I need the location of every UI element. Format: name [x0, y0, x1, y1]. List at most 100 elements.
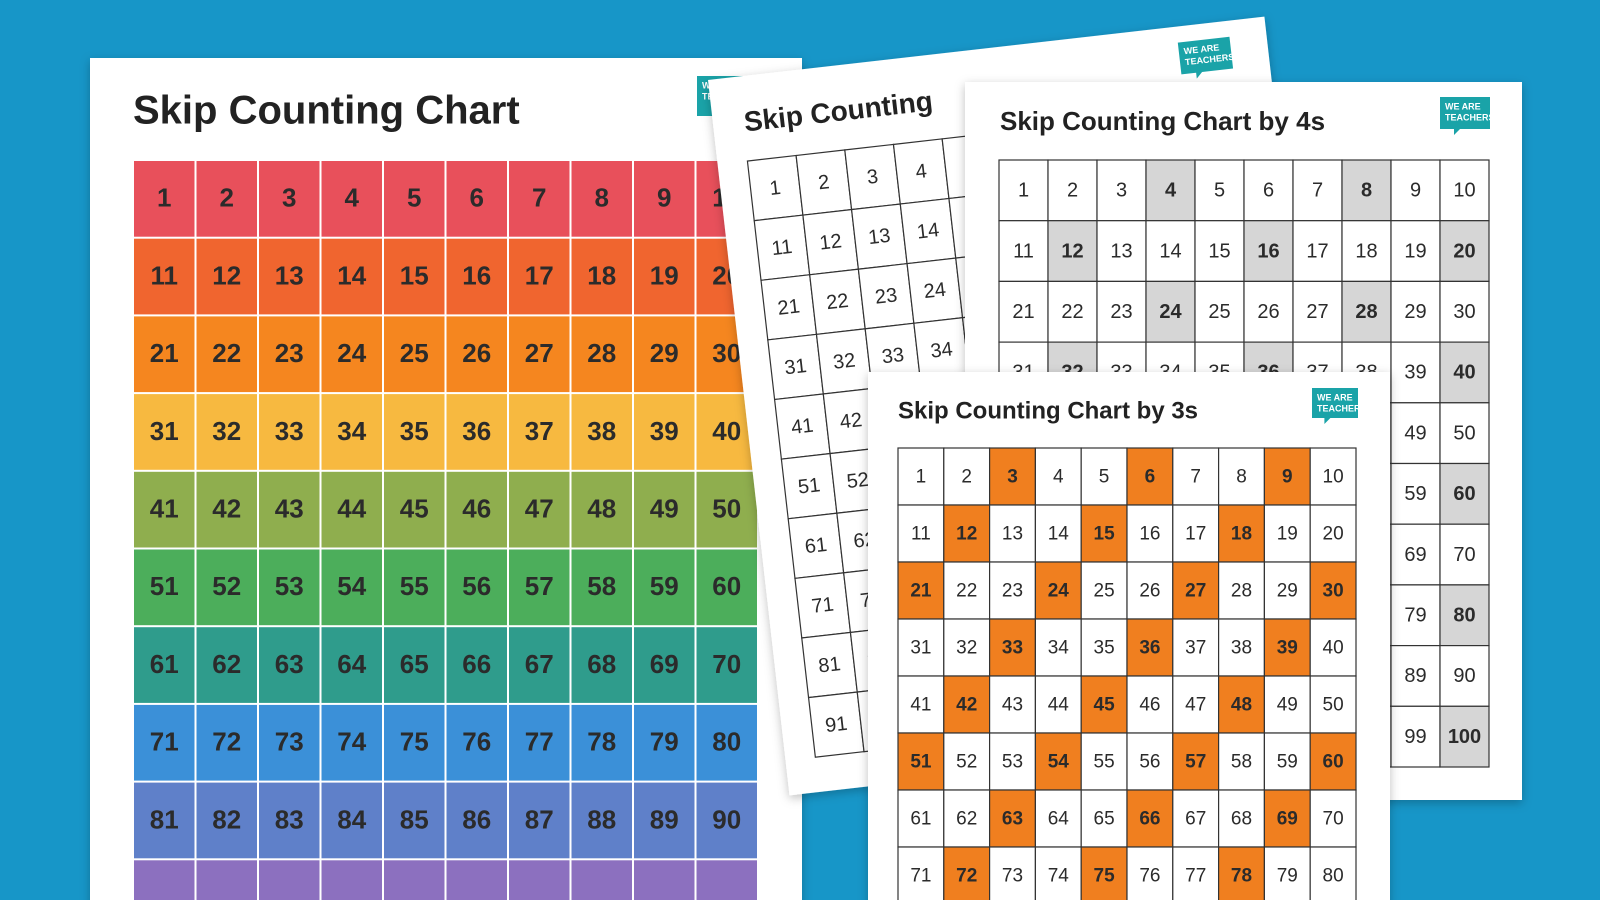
cell [1292, 220, 1343, 282]
cell-number: 47 [1185, 695, 1206, 716]
sheet-title: Skip Counting Chart [133, 89, 520, 133]
cell-number: 43 [1002, 695, 1023, 716]
cell [196, 394, 257, 470]
cell-number: 18 [587, 260, 616, 290]
cell-number: 31 [783, 355, 808, 379]
cell [634, 860, 695, 900]
cell [943, 447, 991, 506]
cell [1145, 280, 1196, 343]
cell-number: 71 [910, 866, 931, 887]
cell [134, 316, 195, 393]
cell-number: 8 [595, 183, 609, 213]
cell [1390, 705, 1441, 768]
cell [321, 238, 382, 315]
logo-badge [1177, 36, 1234, 79]
cell-number: 51 [150, 571, 179, 601]
cell [998, 280, 1049, 343]
cell-number: 60 [712, 571, 741, 601]
cell [943, 504, 991, 563]
cell-number: 67 [1185, 809, 1206, 830]
cell-number: 1 [157, 183, 171, 213]
cell-number: 4 [1053, 467, 1064, 488]
cell [321, 704, 382, 781]
cell-number: 75 [1094, 866, 1116, 887]
cell [509, 782, 570, 859]
cell [1034, 561, 1082, 620]
cell-number: 48 [587, 494, 616, 524]
cell [1309, 846, 1357, 900]
cell-number: 27 [1185, 581, 1206, 602]
cell-number: 67 [525, 649, 554, 679]
cell-number: 91 [824, 713, 849, 737]
cell [1172, 789, 1220, 848]
cell-number: 89 [650, 804, 679, 834]
cell [196, 860, 257, 900]
cell [384, 627, 445, 703]
cell-number: 76 [462, 727, 491, 757]
cell-number: 28 [587, 338, 616, 368]
cell [259, 704, 320, 781]
cell [446, 238, 507, 315]
cell-number: 68 [1231, 809, 1252, 830]
cell [696, 627, 757, 703]
cell [134, 860, 195, 900]
cell [1126, 447, 1174, 506]
cell-number: 28 [1231, 581, 1252, 602]
cell [1309, 618, 1357, 677]
cell [134, 238, 195, 315]
cell [509, 704, 570, 781]
cell-number: 22 [212, 338, 241, 368]
cell-number: 23 [1110, 301, 1132, 323]
cell-number: 52 [212, 571, 241, 601]
cell-number: 72 [956, 866, 977, 887]
cell-number: 50 [1323, 695, 1344, 716]
cell [571, 627, 632, 703]
cell [1080, 846, 1128, 900]
cell-number: 16 [1139, 524, 1160, 545]
cell-number: 4 [914, 160, 928, 183]
cell [696, 782, 757, 859]
cell [634, 704, 695, 781]
cell [134, 627, 195, 703]
cell-number: 13 [1002, 524, 1023, 545]
cell-number: 32 [212, 416, 241, 446]
cell-number: 55 [1094, 752, 1115, 773]
cell [446, 549, 507, 626]
cell-number: 74 [337, 727, 366, 757]
cell-number: 77 [1185, 866, 1206, 887]
cell [196, 316, 257, 393]
cell-number: 29 [1404, 301, 1426, 323]
cell-number: 1 [768, 177, 782, 200]
cell [509, 316, 570, 393]
cell [571, 860, 632, 900]
cell [1439, 462, 1490, 525]
cell [509, 161, 570, 237]
cell [134, 704, 195, 781]
cell-number: 39 [1404, 362, 1426, 384]
cell-number: 49 [1404, 422, 1426, 444]
cell [634, 161, 695, 237]
sheet-title: Skip Counting Chart by 4s [1000, 106, 1325, 136]
cell-number: 10 [1323, 467, 1344, 488]
cell-number: 20 [1323, 524, 1344, 545]
cell-number: 34 [1048, 638, 1070, 659]
cell [1309, 504, 1357, 563]
cell [988, 789, 1036, 848]
cell-number: 42 [212, 494, 241, 524]
cell [1172, 447, 1220, 506]
cell [134, 782, 195, 859]
cell-number: 31 [150, 416, 179, 446]
cell-number: 26 [462, 338, 491, 368]
cell-number: 13 [1110, 240, 1132, 262]
cell-number: 70 [1323, 809, 1344, 830]
cell-number: 61 [910, 809, 931, 830]
cell [1172, 561, 1220, 620]
logo-text: WE ARE [1445, 101, 1481, 111]
cell-number: 39 [650, 416, 679, 446]
cell-number: 86 [462, 804, 491, 834]
cell [384, 704, 445, 781]
cell [1217, 618, 1265, 677]
cell-number: 79 [1277, 866, 1298, 887]
cell-number: 5 [1214, 180, 1225, 202]
